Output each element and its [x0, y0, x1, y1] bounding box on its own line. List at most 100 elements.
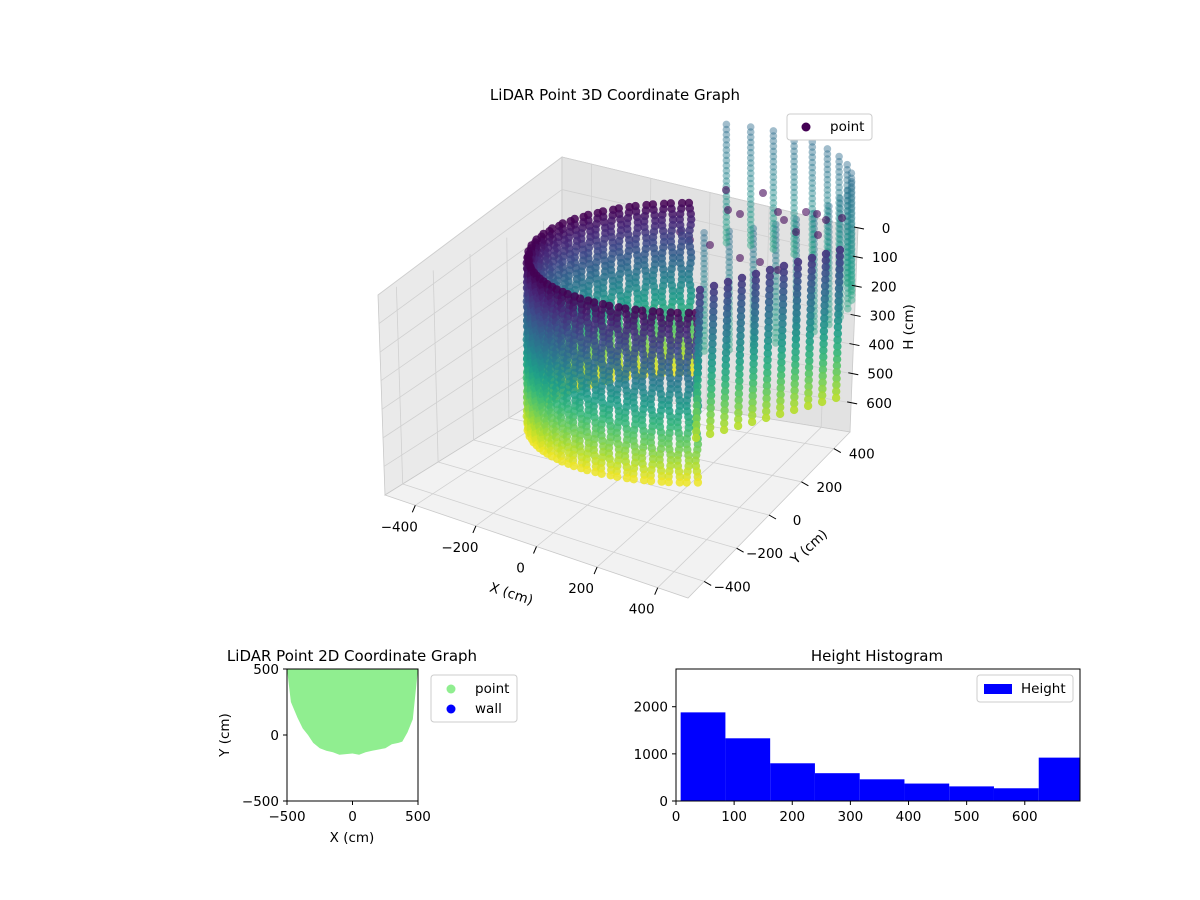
lidar-point [847, 236, 856, 244]
lidar-point [748, 385, 758, 394]
lidar-point [847, 193, 856, 202]
lidar-point [724, 206, 732, 214]
lidar-point [847, 215, 856, 224]
lidar-point [725, 268, 733, 277]
lidar-point [843, 186, 851, 195]
lidar-point [836, 205, 844, 213]
lidar-point [769, 178, 778, 187]
lidar-point [818, 384, 827, 394]
lidar-point [693, 362, 703, 372]
lidar-point [779, 268, 788, 277]
left-grid-y [469, 253, 474, 441]
lidar-point [836, 230, 844, 239]
lidar-point [772, 220, 780, 229]
lidar-point [836, 235, 844, 244]
scatter-2d-plot: LiDAR Point 2D Coordinate Graph −500−500… [217, 647, 518, 846]
lidar-point [793, 277, 802, 286]
lidar-point [847, 190, 856, 198]
lidar-point [746, 138, 755, 147]
lidar-point [836, 225, 844, 234]
lidar-point [804, 375, 813, 385]
lidar-point [847, 260, 856, 268]
lidar-point [843, 160, 851, 169]
lidar-point [720, 419, 729, 428]
lidar-point [736, 331, 745, 341]
histogram-bar [725, 738, 771, 801]
lidar-point [847, 275, 856, 284]
lidar-point [806, 318, 815, 327]
lidar-point [737, 293, 746, 302]
lidar-point [772, 313, 780, 322]
x-tick-label-3d: 400 [629, 602, 655, 618]
lidar-point [772, 308, 780, 316]
lidar-point [835, 265, 844, 274]
lidar-point [725, 243, 733, 251]
lidar-point [847, 210, 856, 219]
lidar-point [847, 286, 856, 294]
lidar-point [721, 367, 730, 377]
lidar-point [791, 347, 800, 357]
lidar-point [808, 153, 817, 162]
lidar-point [734, 408, 743, 418]
lidar-point [557, 457, 567, 466]
lidar-point [807, 253, 817, 263]
lidar-point [722, 197, 731, 206]
lidar-point [765, 291, 774, 300]
lidar-point [789, 405, 799, 415]
lidar-point [847, 169, 856, 177]
lidar-point [746, 184, 755, 193]
left-grid-y [506, 237, 510, 419]
floor-grid-y [402, 483, 705, 582]
lidar-point [843, 181, 851, 190]
lidar-point [844, 217, 852, 225]
lidar-point [735, 344, 745, 353]
legend-2d-point-marker [446, 684, 456, 694]
lidar-point [843, 191, 851, 200]
lidar-point [790, 373, 800, 382]
lidar-point [791, 341, 800, 350]
lidar-point [756, 258, 764, 266]
lidar-point [746, 220, 755, 229]
lidar-point [793, 283, 802, 292]
lidar-point [725, 258, 733, 267]
lidar-point [804, 382, 813, 391]
lidar-point [772, 226, 780, 234]
lidar-point [808, 163, 817, 172]
lidar-point [772, 272, 780, 280]
lidar-point [847, 256, 856, 265]
lidar-point [808, 241, 817, 249]
lidar-point [769, 183, 778, 192]
lidar-point [790, 198, 798, 207]
lidar-point [821, 275, 830, 284]
lidar-point [749, 353, 758, 362]
lidar-point [721, 348, 731, 357]
lidar-point [777, 338, 787, 348]
lidar-point [722, 238, 731, 247]
lidar-point [777, 345, 786, 354]
histogram-bar [904, 783, 950, 801]
legend-2d: point wall [430, 674, 518, 723]
lidar-point [844, 207, 852, 215]
lidar-point [847, 267, 856, 275]
lidar-point [835, 188, 843, 197]
lidar-point [772, 328, 780, 337]
lidar-point [736, 318, 745, 328]
lidar-point [790, 367, 800, 376]
y-tick-mark-3d [703, 580, 712, 586]
lidar-point [843, 253, 851, 262]
lidar-point [751, 282, 760, 292]
lidar-point [843, 171, 851, 179]
lidar-point [749, 260, 758, 269]
lidar-point [762, 387, 771, 397]
lidar-point [765, 272, 774, 281]
lidar-point [693, 388, 702, 398]
lidar-point [777, 358, 786, 367]
z-tick-mark-3d [847, 401, 858, 405]
lidar-point [722, 316, 732, 325]
lidar-point [735, 370, 744, 379]
lidar-point [819, 339, 828, 349]
lidar-point [806, 298, 815, 308]
height-histogram: Height Histogram 0 100 200 300 400 500 600 0 100… [634, 647, 1081, 825]
lidar-point [808, 199, 817, 208]
lidar-point [736, 338, 745, 347]
